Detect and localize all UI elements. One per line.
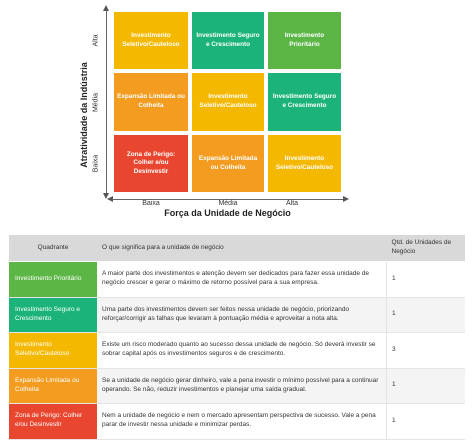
table-row: Investimento Seletivo/Cauteloso Existe u…: [9, 332, 465, 369]
y-axis-line: [106, 10, 107, 194]
quadrant-cell: Investimento Seletivo/Cauteloso: [9, 332, 97, 369]
quadrant-table: Quadrante O que significa para a unidade…: [9, 235, 465, 440]
meaning-cell: Uma parte dos investimentos devem ser fe…: [97, 297, 387, 333]
quadrant-cell: Investimento Prioritário: [9, 261, 97, 298]
meaning-cell: Nem a unidade de negócio e nem o mercado…: [97, 403, 387, 440]
y-axis-title: Atratividade da Indústria: [79, 62, 89, 168]
matrix-grid: Investimento Seletivo/Cauteloso Investim…: [112, 10, 343, 194]
header-count: Qtd. de Unidades de Negócio: [386, 235, 465, 262]
quadrant-cell: Zona de Perigo: Colher e/ou Desinvestir: [9, 403, 97, 440]
y-tick-media: Média: [92, 92, 100, 113]
y-tick-baixa: Baixa: [92, 154, 100, 173]
table-row: Zona de Perigo: Colher e/ou Desinvestir …: [9, 403, 465, 440]
count-cell: 1: [386, 403, 465, 440]
matrix-cell: Investimento Seletivo/Cauteloso: [112, 10, 190, 71]
x-axis-arrow-right-icon: [343, 196, 349, 202]
meaning-cell: Se a unidade de negócio gerar dinheiro, …: [97, 368, 387, 404]
x-axis-title: Força da Unidade de Negócio: [164, 208, 291, 218]
matrix-cell: Investimento Seguro e Crescimento: [266, 71, 343, 133]
matrix-cell: Investimento Seletivo/Cauteloso: [266, 133, 343, 194]
table-row: Expansão Limitada ou Colheita Se a unida…: [9, 368, 465, 404]
y-tick-alta: Alta: [92, 34, 100, 47]
x-axis-line: [112, 199, 343, 200]
matrix-cell: Expansão Limitada ou Colheita: [190, 133, 266, 194]
table-row: Investimento Prioritário A maior parte d…: [9, 261, 465, 298]
matrix-cell: Zona de Perigo: Colher e/ou Desinvestir: [112, 133, 190, 194]
meaning-cell: A maior parte dos investimentos e atençã…: [97, 261, 387, 298]
meaning-cell: Existe um risco moderado quanto ao suces…: [97, 332, 387, 369]
matrix-cell: Investimento Prioritário: [266, 10, 343, 71]
header-quadrant: Quadrante: [9, 235, 97, 262]
quadrant-cell: Investimento Seguro e Crescimento: [9, 297, 97, 333]
x-tick-baixa: Baixa: [142, 200, 160, 207]
matrix-cell: Investimento Seletivo/Cauteloso: [190, 71, 266, 133]
y-axis-arrow-up-icon: [103, 5, 109, 11]
quadrant-cell: Expansão Limitada ou Colheita: [9, 368, 97, 404]
count-cell: 3: [386, 332, 465, 369]
count-cell: 1: [386, 297, 465, 333]
table-row: Investimento Seguro e Crescimento Uma pa…: [9, 297, 465, 333]
y-axis-arrow-down-icon: [103, 193, 109, 199]
matrix-cell: Expansão Limitada ou Colheita: [112, 71, 190, 133]
count-cell: 1: [386, 261, 465, 298]
matrix-cell: Investimento Seguro e Crescimento: [190, 10, 266, 71]
count-cell: 1: [386, 368, 465, 404]
x-axis-arrow-left-icon: [107, 196, 113, 202]
x-tick-media: Média: [218, 200, 238, 207]
x-tick-alta: Alta: [285, 200, 299, 207]
header-meaning: O que significa para a unidade de negóci…: [97, 235, 387, 262]
table-header-row: Quadrante O que significa para a unidade…: [9, 235, 465, 262]
